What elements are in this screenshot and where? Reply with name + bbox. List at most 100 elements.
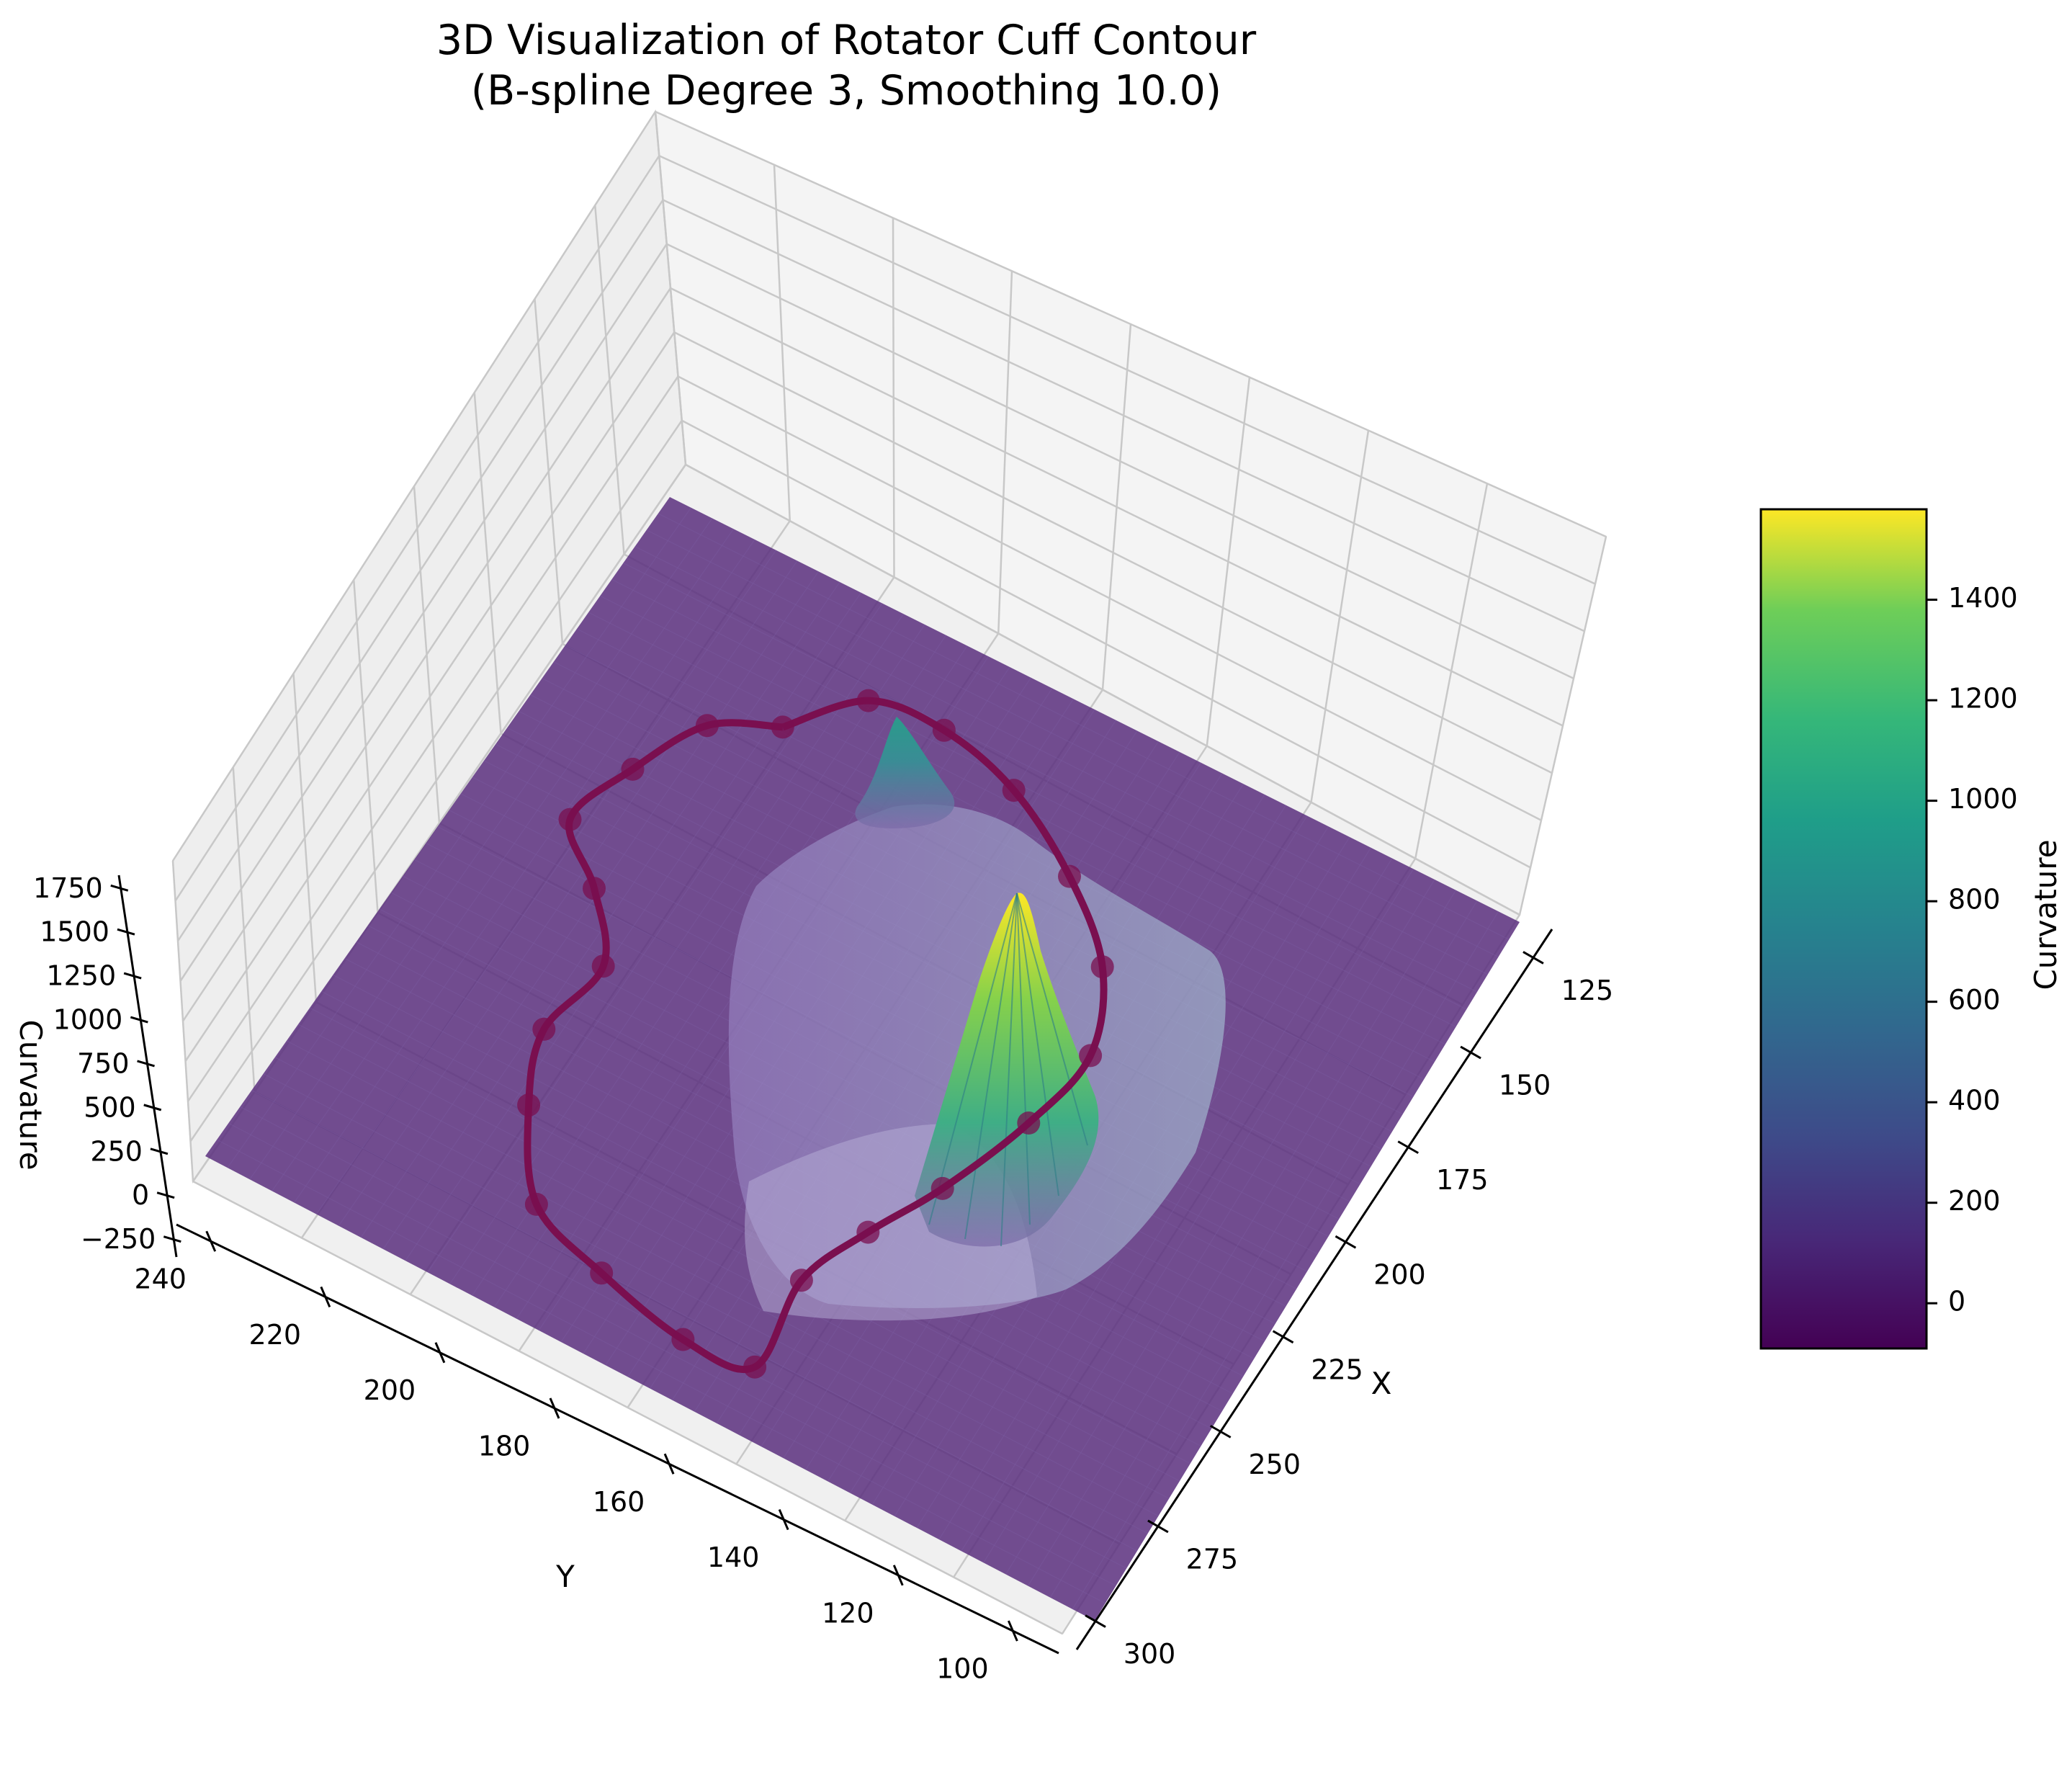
y-axis-line <box>176 1223 1059 1655</box>
z-tick-label: 1250 <box>46 960 116 992</box>
contour-point-13 <box>789 1269 813 1292</box>
chart-title-line2: (B-spline Degree 3, Smoothing 10.0) <box>471 67 1221 115</box>
contour-point-5 <box>583 877 606 900</box>
mesh-line <box>297 1024 1180 1482</box>
gridline-right-h <box>681 419 1531 869</box>
z-tick-label: 1000 <box>53 1004 123 1036</box>
z-tick-mark <box>110 884 129 892</box>
mesh-line <box>286 1040 1170 1499</box>
mesh-line <box>272 528 734 1191</box>
y-tick-mark <box>320 1286 331 1308</box>
colorbar-ticks: 1400 1200 1000 800 600 400 200 0 <box>1927 582 2018 1318</box>
z-tick-label: 750 <box>77 1047 130 1079</box>
z-tick-mark <box>156 1191 175 1199</box>
colorbar-tick-label: 1200 <box>1948 683 2018 715</box>
contour-point-20 <box>1002 779 1026 802</box>
contour-point-7 <box>532 1017 556 1041</box>
mesh-line <box>360 571 819 1238</box>
x-tick-mark <box>1272 1330 1294 1344</box>
x-tick-label: 175 <box>1436 1164 1489 1196</box>
z-tick-mark <box>163 1235 181 1243</box>
x-tick-mark <box>1460 1045 1481 1060</box>
gridline-right-v <box>1206 377 1251 746</box>
contour-point-10 <box>590 1261 614 1285</box>
surface-peak-secondary <box>855 717 955 828</box>
gridline-left-h <box>654 111 687 465</box>
y-tick-mark <box>892 1565 904 1586</box>
contour-point-22 <box>856 689 880 712</box>
x-tick-mark <box>1085 1614 1106 1628</box>
contour-control-points <box>517 689 1114 1379</box>
mesh-line <box>227 507 691 1168</box>
z-axis-label: Curvature <box>13 1019 48 1170</box>
mesh-line <box>1049 900 1478 1598</box>
mesh-line <box>315 550 776 1214</box>
gridline-left-h <box>534 298 564 644</box>
chart-title-line1: 3D Visualization of Rotator Cuff Contour <box>436 17 1257 64</box>
z-tick-mark <box>123 972 142 980</box>
z-tick-mark <box>143 1104 162 1111</box>
mesh-line <box>294 539 755 1203</box>
gridline-right-h <box>685 463 1520 916</box>
contour-point-18 <box>1090 955 1114 979</box>
z-tick-label: 0 <box>132 1179 149 1211</box>
mesh-line <box>623 562 1478 993</box>
x-tick-mark <box>1335 1235 1357 1249</box>
mesh-line <box>251 1089 1138 1552</box>
gridline-right-h <box>677 375 1542 821</box>
contour-point-8 <box>517 1093 541 1117</box>
y-tick-label: 240 <box>134 1263 187 1295</box>
peak-fold-line <box>1000 893 1018 1247</box>
y-axis-label: Y <box>555 1559 575 1594</box>
surface-peak-folds <box>928 893 1088 1247</box>
y-tick-label: 200 <box>364 1374 416 1406</box>
colorbar-tick-label: 1400 <box>1948 582 2018 614</box>
gridline-left-h <box>594 205 625 555</box>
contour-point-16 <box>1017 1111 1041 1135</box>
x-tick-label: 125 <box>1561 975 1614 1006</box>
y-tick-mark <box>778 1508 789 1531</box>
mesh-line <box>634 546 1489 975</box>
gridline-right-h <box>670 287 1564 727</box>
x-axis-label: X <box>1371 1366 1392 1401</box>
mesh-line <box>1072 911 1499 1610</box>
z-tick-mark <box>150 1148 169 1155</box>
y-tick-mark <box>434 1342 446 1364</box>
contour-point-6 <box>591 954 615 978</box>
mesh-line <box>1027 890 1457 1586</box>
x-tick-label: 200 <box>1373 1259 1426 1291</box>
mesh-line <box>216 1139 1106 1604</box>
peak-fold-line <box>928 893 1018 1225</box>
contour-point-1 <box>771 715 794 739</box>
z-tick-label: 1750 <box>33 872 103 904</box>
colorbar-label: Curvature <box>2028 839 2063 990</box>
mesh-line <box>1005 879 1435 1575</box>
z-tick-mark <box>130 1016 148 1024</box>
gridline-right-v <box>1414 483 1489 859</box>
gridline-left-v <box>181 287 672 1022</box>
contour-point-11 <box>671 1328 695 1351</box>
contour-point-2 <box>695 714 719 738</box>
mesh-line <box>228 1122 1116 1587</box>
x-tick-mark <box>1209 1425 1232 1439</box>
mesh-line <box>249 518 713 1180</box>
z-tick-mark <box>117 928 135 936</box>
surface-peak-main <box>915 893 1099 1247</box>
z-tick-label: −250 <box>81 1223 156 1255</box>
mesh-line <box>611 578 1467 1010</box>
y-tick-mark <box>663 1453 675 1475</box>
colorbar-tick-label: 1000 <box>1948 783 2018 815</box>
colorbar-tick-label: 200 <box>1948 1185 2001 1217</box>
mesh-line <box>472 624 925 1296</box>
contour-point-4 <box>558 808 582 831</box>
z-tick-label: 1500 <box>40 916 109 948</box>
colorbar-tick-label: 600 <box>1948 984 2001 1016</box>
gridline-left-v <box>187 375 679 1102</box>
gridline-floor-b <box>192 1180 1063 1635</box>
x-tick-label: 275 <box>1186 1543 1239 1575</box>
colorbar-tick-label: 400 <box>1948 1085 2001 1117</box>
x-tick-label: 225 <box>1311 1354 1363 1385</box>
mesh-line <box>405 592 861 1261</box>
contour-point-3 <box>621 757 645 781</box>
